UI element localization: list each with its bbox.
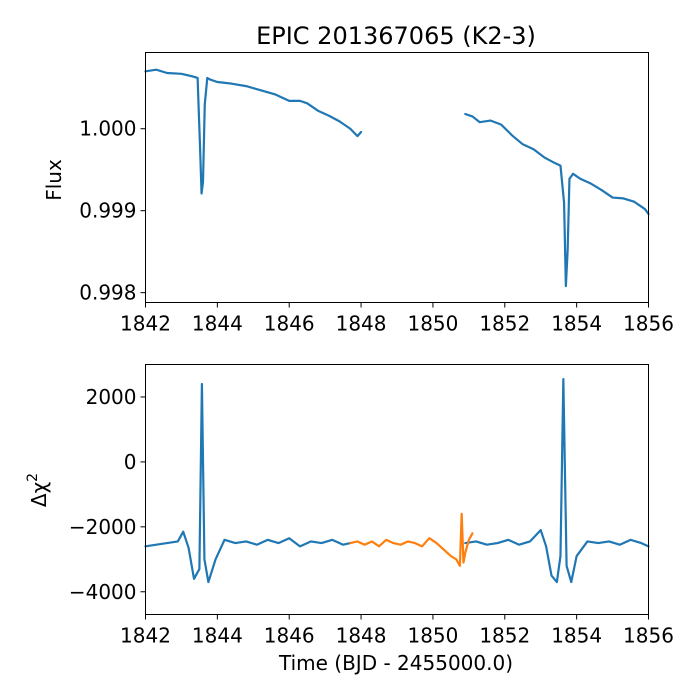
delta-chi2-x-tick-label: 1856: [623, 624, 674, 648]
delta-chi2-y-axis-label-superscript: 2: [25, 473, 41, 482]
x-axis-label: Time (BJD - 2455000.0): [278, 651, 513, 675]
flux-y-tick-label: 0.999: [79, 199, 136, 223]
delta-chi2-x-tick-label: 1850: [407, 624, 458, 648]
delta-chi2-x-tick-label: 1844: [192, 624, 243, 648]
flux-series: [144, 68, 650, 288]
flux-x-tick-label: 1854: [551, 312, 602, 336]
delta-chi2-series-0-segment-1: [464, 378, 650, 584]
flux-axes-frame: [145, 52, 649, 303]
flux-x-tick-label: 1848: [336, 312, 387, 336]
delta-chi2-x-tick-label: 1842: [120, 624, 171, 648]
delta-chi2-y-axis-label-main: Δχ: [27, 482, 51, 507]
delta-chi2-x-tick-label: 1846: [264, 624, 315, 648]
flux-x-tick-label: 1856: [623, 312, 674, 336]
delta-chi2-y-tick-label: 2000: [86, 385, 137, 409]
flux-y-axis-label: Flux: [42, 159, 66, 201]
flux-x-tick-label: 1844: [192, 312, 243, 336]
delta-chi2-y-tick-label: −2000: [69, 515, 137, 539]
delta-chi2-series: [144, 378, 650, 584]
flux-y-tick-label: 1.000: [79, 117, 136, 141]
flux-x-tick-label: 1846: [264, 312, 315, 336]
flux-series-0-segment-0: [144, 68, 363, 195]
delta-chi2-x-ticks: 1842 1844 1846 1848 1850 1852 1854 1856: [120, 614, 674, 648]
delta-chi2-y-tick-label: −4000: [69, 580, 137, 604]
delta-chi2-y-tick-label: 0: [124, 450, 137, 474]
flux-x-tick-label: 1850: [407, 312, 458, 336]
flux-panel: EPIC 201367065 (K2-3) 1842 1844 1846 1848 18…: [42, 22, 674, 336]
delta-chi2-series-0-segment-0: [144, 382, 352, 584]
flux-y-ticks: 0.998 0.999 1.000: [79, 117, 146, 305]
delta-chi2-panel: 1842 1844 1846 1848 1850 1852 1854 1856 −4000 −2…: [25, 364, 674, 675]
flux-x-ticks: 1842 1844 1846 1848 1850 1852 1854 1856: [120, 302, 674, 336]
delta-chi2-y-axis-label: Δχ2: [25, 473, 51, 507]
flux-y-tick-label: 0.998: [79, 281, 136, 305]
delta-chi2-y-ticks: −4000 −2000 0 2000: [69, 385, 146, 604]
flux-x-tick-label: 1852: [479, 312, 530, 336]
delta-chi2-x-tick-label: 1848: [336, 624, 387, 648]
chart-title: EPIC 201367065 (K2-3): [256, 22, 536, 50]
flux-series-0-segment-1: [464, 112, 650, 288]
delta-chi2-series-1-segment-0: [349, 512, 474, 567]
delta-chi2-x-tick-label: 1852: [479, 624, 530, 648]
delta-chi2-axes-frame: [145, 364, 649, 615]
flux-x-tick-label: 1842: [120, 312, 171, 336]
delta-chi2-x-tick-label: 1854: [551, 624, 602, 648]
